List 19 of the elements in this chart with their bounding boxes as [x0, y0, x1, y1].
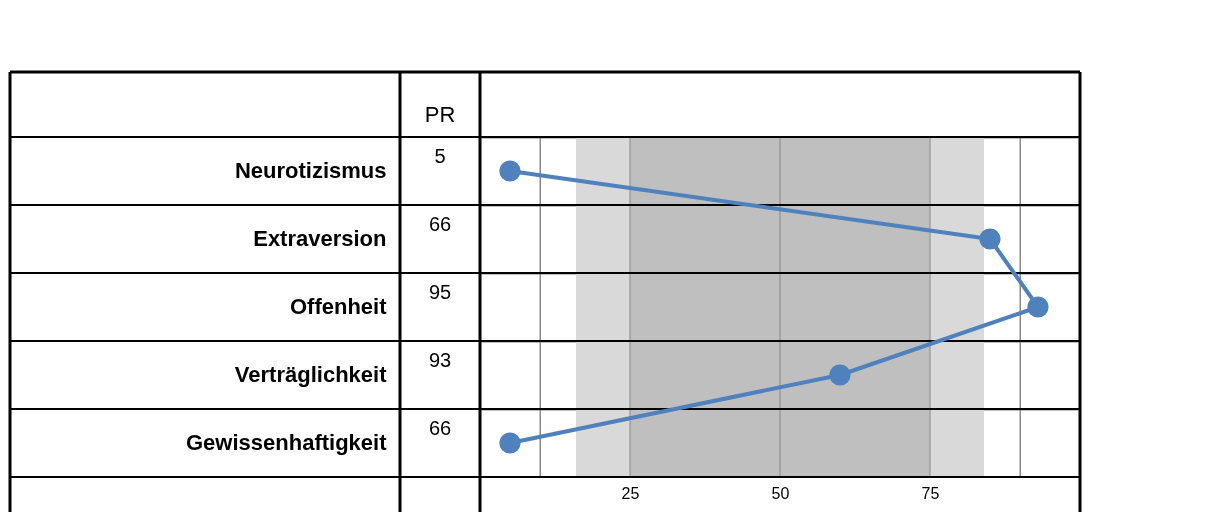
x-tick-label: 75 — [921, 484, 940, 502]
text: 5 — [434, 145, 446, 167]
point — [979, 228, 1001, 250]
point — [499, 432, 521, 454]
point — [1027, 296, 1049, 318]
x-tick-label: 50 — [771, 484, 790, 502]
text: 66 — [428, 417, 452, 439]
y2-axis-title: PR — [424, 102, 456, 127]
x-tick-label: 25 — [621, 484, 640, 502]
point — [499, 160, 521, 182]
y-tick-label: Offenheit — [289, 294, 388, 319]
y-tick-label: Extraversion — [253, 226, 387, 251]
y-tick-label: Verträglichkeit — [234, 362, 388, 387]
y-tick-label: Neurotizismus — [234, 158, 387, 183]
text: 93 — [428, 349, 452, 371]
y-tick-label: Gewissenhaftigkeit — [185, 430, 388, 455]
point — [829, 364, 851, 386]
text: 95 — [428, 281, 452, 303]
text: 66 — [428, 213, 452, 235]
